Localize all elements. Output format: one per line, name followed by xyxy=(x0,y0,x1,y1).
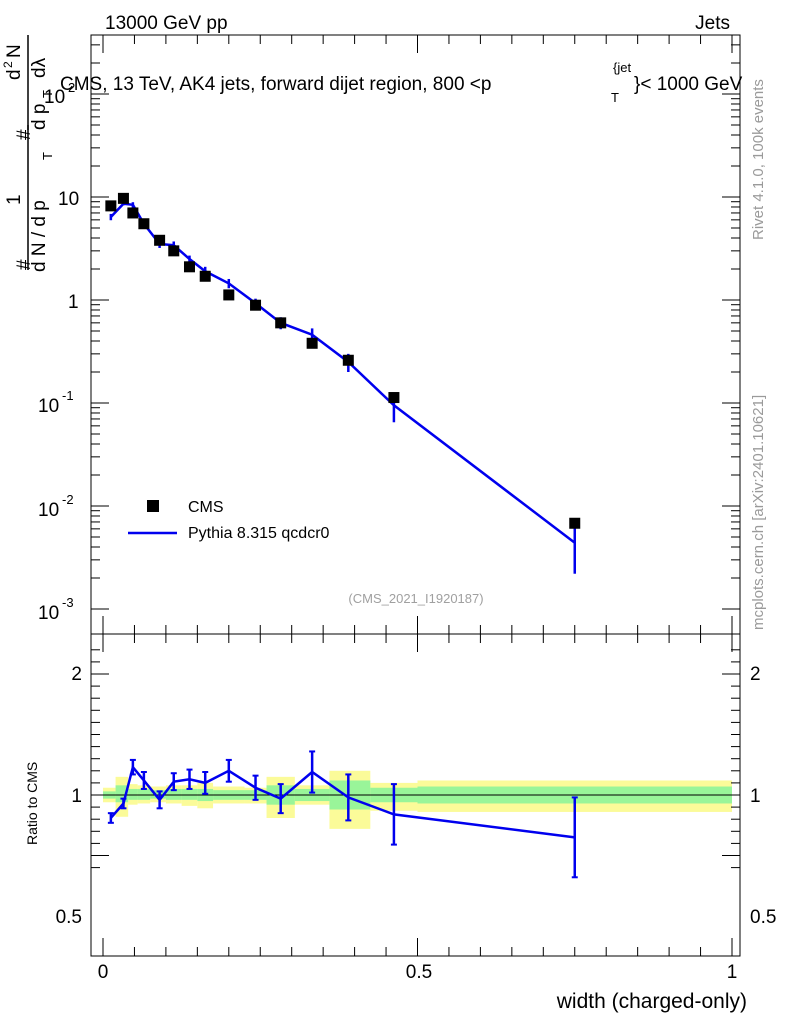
ytick-label-10: 10 xyxy=(58,189,79,210)
ytick-label-1e2-exp: 2 xyxy=(68,80,75,95)
ratio-ytick-label-2-right: 2 xyxy=(750,664,761,685)
xtick-label-1: 1 xyxy=(727,962,738,983)
ylabel-sub-t-2: T xyxy=(40,90,55,98)
ratio-ytick-label-2-left: 2 xyxy=(71,664,82,685)
ratio-axis-ticks xyxy=(91,634,740,956)
ylabel-dlambda: dλ xyxy=(29,57,50,78)
cms-data-point xyxy=(138,218,150,230)
ratio-band-inner xyxy=(137,788,151,800)
ylabel-sub-t-1: T xyxy=(40,152,55,160)
main-mc-series xyxy=(109,202,576,574)
ratio-plot-frame xyxy=(90,633,741,957)
ylabel-numerator-n: N xyxy=(4,44,25,58)
ratio-band-inner xyxy=(165,788,182,800)
ytick-label-1e-1: 10 xyxy=(38,396,59,417)
chart-title-sup: {jet xyxy=(613,60,631,75)
ytick-label-1: 1 xyxy=(68,292,79,313)
ytick-label-1e2: 10 xyxy=(44,87,65,108)
cms-data-point xyxy=(199,270,211,282)
ytick-label-1e-2-exp: -2 xyxy=(62,492,74,507)
ratio-ytick-label-1-left: 1 xyxy=(71,786,82,807)
cms-data-point xyxy=(569,517,581,529)
header-right: Jets xyxy=(695,13,730,34)
ratio-ytick-label-1-right: 1 xyxy=(750,786,761,807)
xtick-label-0: 0 xyxy=(98,962,109,983)
ylabel-hash-2: # xyxy=(14,129,35,140)
chart-title-tail: }< 1000 GeV xyxy=(634,74,743,95)
ratio-band-inner xyxy=(128,788,138,800)
cms-data-point xyxy=(306,337,318,349)
mc-line xyxy=(109,202,576,544)
ratio-band-inner xyxy=(150,790,166,799)
ratio-ytick-label-0.5-left: 0.5 xyxy=(56,907,82,928)
header-left: 13000 GeV pp xyxy=(105,13,228,34)
cms-data-point xyxy=(105,200,117,212)
analysis-watermark: (CMS_2021_I1920187) xyxy=(348,591,483,606)
cms-data-point xyxy=(250,299,262,311)
main-y-axis-label: # 1 d N / d p T # d 2 N d p T dλ xyxy=(1,35,55,272)
xtick-label-0.5: 0.5 xyxy=(406,962,432,983)
ytick-label-1e-1-exp: -1 xyxy=(62,388,74,403)
ratio-mc-series xyxy=(107,750,578,879)
legend-cms-label: CMS xyxy=(188,499,224,516)
ylabel-sup-2: 2 xyxy=(1,61,15,68)
ratio-band-inner xyxy=(181,788,198,800)
main-axis-ticks xyxy=(91,35,740,634)
cms-data-point xyxy=(168,245,180,257)
cms-data-point xyxy=(183,261,195,273)
ytick-label-1e-3-exp: -3 xyxy=(62,595,74,610)
main-plot-frame xyxy=(90,34,741,635)
legend-cms-marker xyxy=(147,500,159,512)
ytick-label-1e-3: 10 xyxy=(38,603,59,624)
cms-data-point xyxy=(388,392,400,404)
cms-data-point xyxy=(127,207,139,219)
legend-mc-label: Pythia 8.315 qcdcr0 xyxy=(188,525,330,542)
ratio-ytick-label-0.5-right: 0.5 xyxy=(750,907,776,928)
ratio-y-axis-label: Ratio to CMS xyxy=(24,762,40,845)
chart-title-sub: T xyxy=(611,90,619,105)
ylabel-denominator-1: d N / d p xyxy=(29,200,50,272)
cms-data-point xyxy=(223,289,235,301)
main-y-tick-labels: 10 -3 10 -2 10 -1 1 10 10 2 xyxy=(38,80,79,624)
mcplots-label: mcplots.cern.ch [arXiv:2401.10621] xyxy=(750,395,767,630)
ylabel-dp: d p xyxy=(29,104,50,130)
cms-data-point xyxy=(117,192,129,204)
chart-title-main: CMS, 13 TeV, AK4 jets, forward dijet reg… xyxy=(60,74,491,95)
ylabel-numerator-2: d xyxy=(4,69,25,80)
ratio-uncertainty-bands xyxy=(103,770,732,829)
ytick-label-1e-2: 10 xyxy=(38,500,59,521)
ratio-y-tick-labels: 0.5 1 2 0.5 1 2 xyxy=(56,664,777,928)
legend: CMS Pythia 8.315 qcdcr0 xyxy=(128,499,330,542)
main-data-series xyxy=(105,192,581,529)
ylabel-numerator-1: 1 xyxy=(4,194,25,205)
cms-data-point xyxy=(154,234,166,246)
ylabel-hash-1: # xyxy=(14,259,35,270)
x-axis-label: width (charged-only) xyxy=(556,990,747,1013)
cms-data-point xyxy=(275,317,287,329)
cms-data-point xyxy=(342,354,354,366)
chart-title: CMS, 13 TeV, AK4 jets, forward dijet reg… xyxy=(60,60,743,105)
x-tick-labels: 0 0.5 1 xyxy=(98,962,738,983)
rivet-version-label: Rivet 4.1.0, 100k events xyxy=(750,79,767,240)
